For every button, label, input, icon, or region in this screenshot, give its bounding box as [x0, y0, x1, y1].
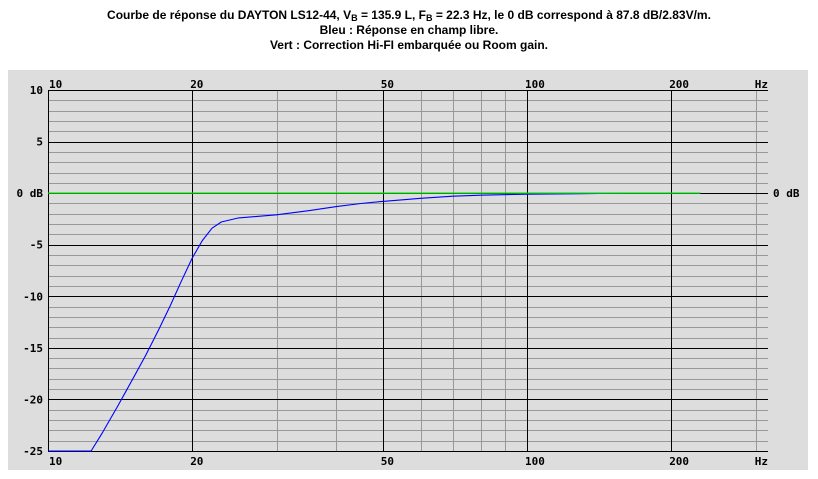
tick-labels: 10 10 20 20 50 50 100 100 200 200 Hz Hz 10 5 0 dB 0 dB -…	[17, 78, 800, 468]
title-line-3: Vert : Correction Hi-FI embarquée ou Roo…	[269, 38, 549, 52]
y-tick-label-left: -25	[23, 445, 43, 458]
y-tick-label-left: 10	[30, 84, 43, 97]
x-tick-label-bottom: 200	[669, 455, 689, 468]
free-field-response-curve	[48, 192, 701, 452]
x-tick-label-top: 50	[381, 78, 394, 91]
x-tick-label-top: 20	[190, 78, 203, 91]
title-line-2: Bleu : Réponse en champ libre.	[319, 23, 499, 37]
y-tick-label-left: -10	[23, 290, 43, 303]
y-tick-label-left: -15	[23, 342, 43, 355]
x-tick-label-top: 200	[669, 78, 689, 91]
y-tick-label-right: 0 dB	[773, 187, 800, 200]
x-tick-label-bottom: 10	[49, 455, 62, 468]
y-tick-label-left: 5	[36, 136, 43, 149]
x-tick-label-top: 100	[525, 78, 545, 91]
chart-background	[8, 70, 808, 470]
x-unit-label-bottom: Hz	[755, 455, 768, 468]
y-tick-label-left: -20	[23, 393, 43, 406]
y-tick-label-left: -5	[30, 239, 43, 252]
title-line-1: Courbe de réponse du DAYTON LS12-44, VB …	[107, 8, 711, 23]
y-tick-label-left: 0 dB	[17, 187, 44, 200]
chart-title: Courbe de réponse du DAYTON LS12-44, VB …	[0, 8, 818, 53]
curves	[48, 192, 701, 452]
x-tick-label-top: 10	[49, 78, 62, 91]
x-tick-label-bottom: 100	[525, 455, 545, 468]
x-tick-label-bottom: 50	[381, 455, 394, 468]
x-tick-label-bottom: 20	[190, 455, 203, 468]
x-unit-label-top: Hz	[755, 78, 768, 91]
minor-grid	[48, 90, 768, 451]
